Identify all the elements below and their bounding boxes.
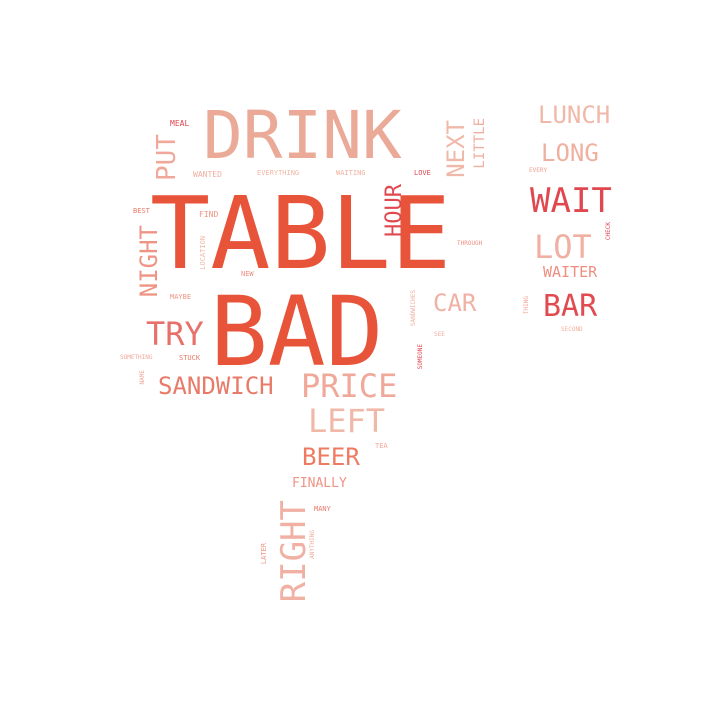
word-check: CHECK [605, 222, 612, 241]
word-beer: BEER [302, 443, 360, 471]
word-new: NEW [241, 270, 254, 278]
word-night: NIGHT [135, 225, 163, 298]
word-finally: FINALLY [292, 476, 347, 491]
word-name: NAME [139, 370, 146, 385]
word-lot: LOT [534, 228, 592, 266]
word-see: SEE [434, 331, 445, 338]
word-waiter: WAITER [543, 263, 598, 281]
word-later: LATER [260, 543, 268, 565]
word-through: THROUGH [457, 240, 483, 247]
word-waiting: WAITING [336, 169, 366, 177]
word-put: PUT [152, 134, 182, 181]
word-second: SECOND [561, 326, 583, 333]
word-right: RIGHT [274, 500, 314, 603]
word-little: LITTLE [472, 118, 488, 169]
word-try: TRY [146, 315, 204, 353]
word-car: CAR [433, 289, 477, 317]
word-everything: EVERYTHING [257, 169, 300, 177]
word-every: EVERY [529, 167, 548, 174]
word-hour: HOUR [382, 184, 407, 237]
word-bar: BAR [543, 289, 598, 324]
word-sandwich: SANDWICH [158, 372, 274, 400]
word-sandwiches: SANDWICHES [410, 290, 417, 327]
word-thing: THING [523, 296, 530, 315]
word-long: LONG [541, 139, 599, 167]
word-maybe: MAYBE [170, 293, 192, 301]
word-drink: DRINK [203, 97, 402, 174]
word-find: FIND [199, 210, 219, 219]
word-best: BEST [133, 207, 150, 215]
word-bad: BAD [210, 276, 384, 388]
word-location: LOCATION [199, 236, 207, 270]
word-price: PRICE [301, 367, 398, 405]
word-wait: WAIT [530, 181, 612, 221]
word-many: MANY [314, 505, 331, 513]
word-lunch: LUNCH [538, 101, 611, 129]
word-stuck: STUCK [179, 354, 201, 362]
word-love: LOVE [414, 169, 431, 177]
word-left: LEFT [308, 402, 386, 440]
word-meal: MEAL [170, 119, 190, 128]
word-anything: ANYTHING [309, 530, 316, 559]
word-tea: TEA [375, 442, 388, 450]
word-wanted: WANTED [193, 170, 222, 179]
word-something: SOMETHING [120, 354, 153, 361]
word-next: NEXT [442, 120, 470, 178]
word-someone: SOMEONE [417, 344, 424, 370]
word-table: TABLE [150, 175, 452, 292]
